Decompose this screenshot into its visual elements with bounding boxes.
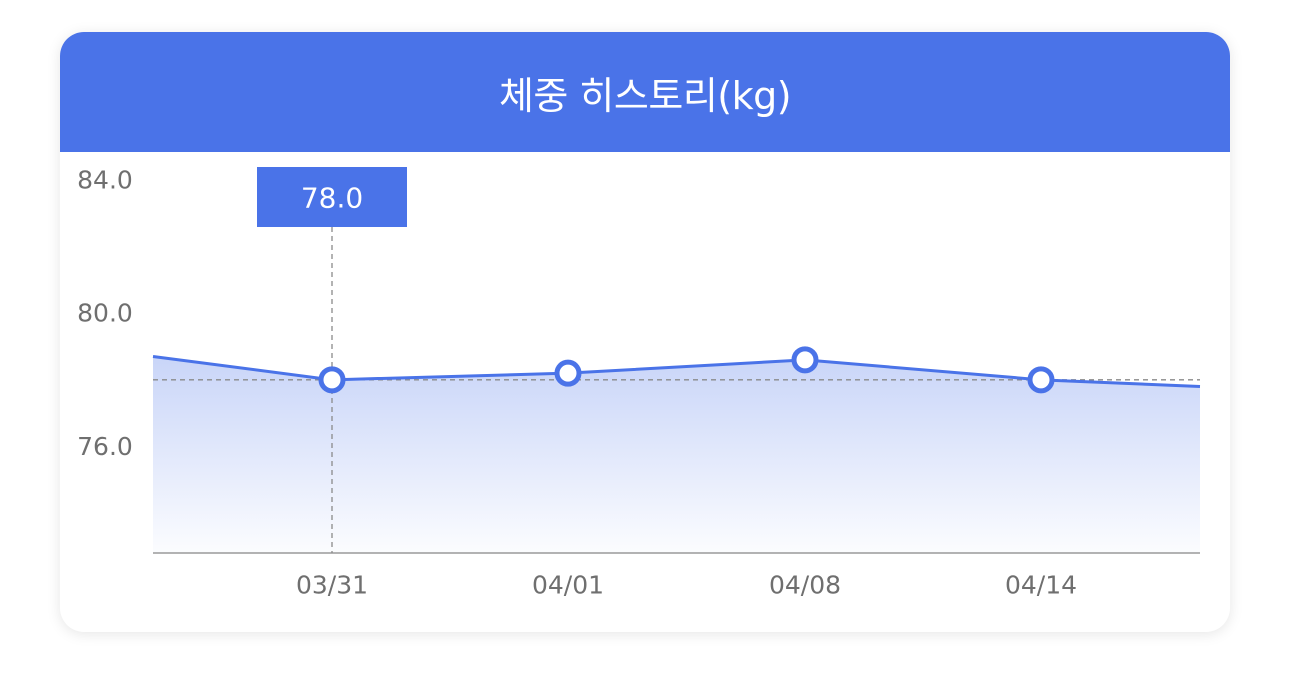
- data-point[interactable]: [554, 359, 582, 387]
- data-point[interactable]: [791, 346, 819, 374]
- tooltip-value: 78.0: [301, 182, 363, 215]
- data-point[interactable]: [1027, 366, 1055, 394]
- x-tick-label: 04/14: [1005, 571, 1077, 600]
- series-line: [152, 355, 1201, 388]
- tooltip-box: [257, 167, 407, 227]
- series-area: [153, 356, 1200, 553]
- y-tick-label: 84.0: [77, 166, 133, 195]
- x-tick-label: 04/08: [769, 571, 841, 600]
- y-tick-label: 76.0: [77, 432, 133, 461]
- x-tick-label: 04/01: [532, 571, 604, 600]
- selected-value-tooltip: 78.0: [257, 167, 407, 227]
- x-tick-label: 03/31: [296, 571, 368, 600]
- card-title: 체중 히스토리(kg): [498, 73, 792, 118]
- data-point[interactable]: [318, 366, 346, 394]
- y-tick-label: 80.0: [77, 299, 133, 328]
- card-header: 체중 히스토리(kg): [60, 32, 1230, 152]
